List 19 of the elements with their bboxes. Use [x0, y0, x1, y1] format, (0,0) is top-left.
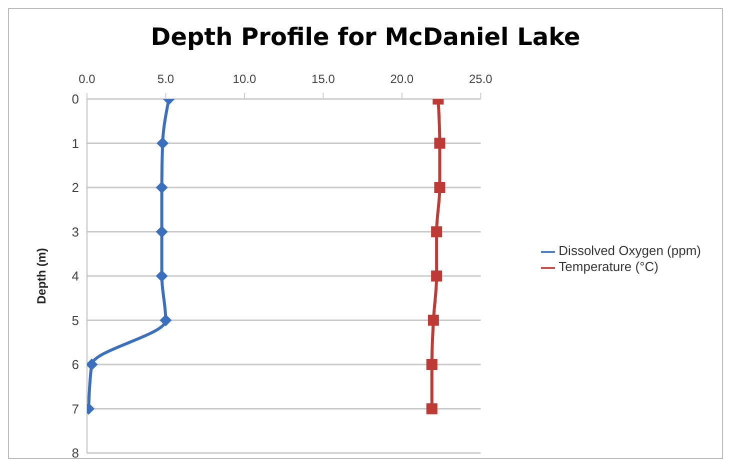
y-tick-label: 8: [72, 446, 79, 461]
y-tick-label: 7: [72, 401, 79, 416]
chart-title: Depth Profile for McDaniel Lake: [150, 22, 582, 53]
y-tick-label: 5: [72, 312, 79, 328]
y-tick-label: 4: [72, 268, 79, 284]
y-tick-label: 3: [72, 224, 79, 240]
x-tick-label: 10.0: [232, 72, 256, 86]
x-tick-label: 20.0: [390, 72, 414, 86]
y-tick-label: 6: [72, 357, 79, 372]
x-tick-label: 15.0: [312, 72, 336, 86]
x-tick-label: 0.0: [78, 72, 96, 86]
x-tick-label: 25.0: [468, 72, 493, 86]
legend-label: Temperature (°C): [558, 259, 659, 274]
y-tick-label: 1: [72, 136, 79, 151]
y-tick-label: 0: [72, 92, 79, 107]
y-tick-label: 2: [72, 180, 79, 196]
x-tick-label: 5.0: [157, 72, 174, 86]
legend-label: Dissolved Oxygen (ppm): [558, 243, 701, 258]
y-axis-title: Depth (m): [34, 248, 48, 304]
